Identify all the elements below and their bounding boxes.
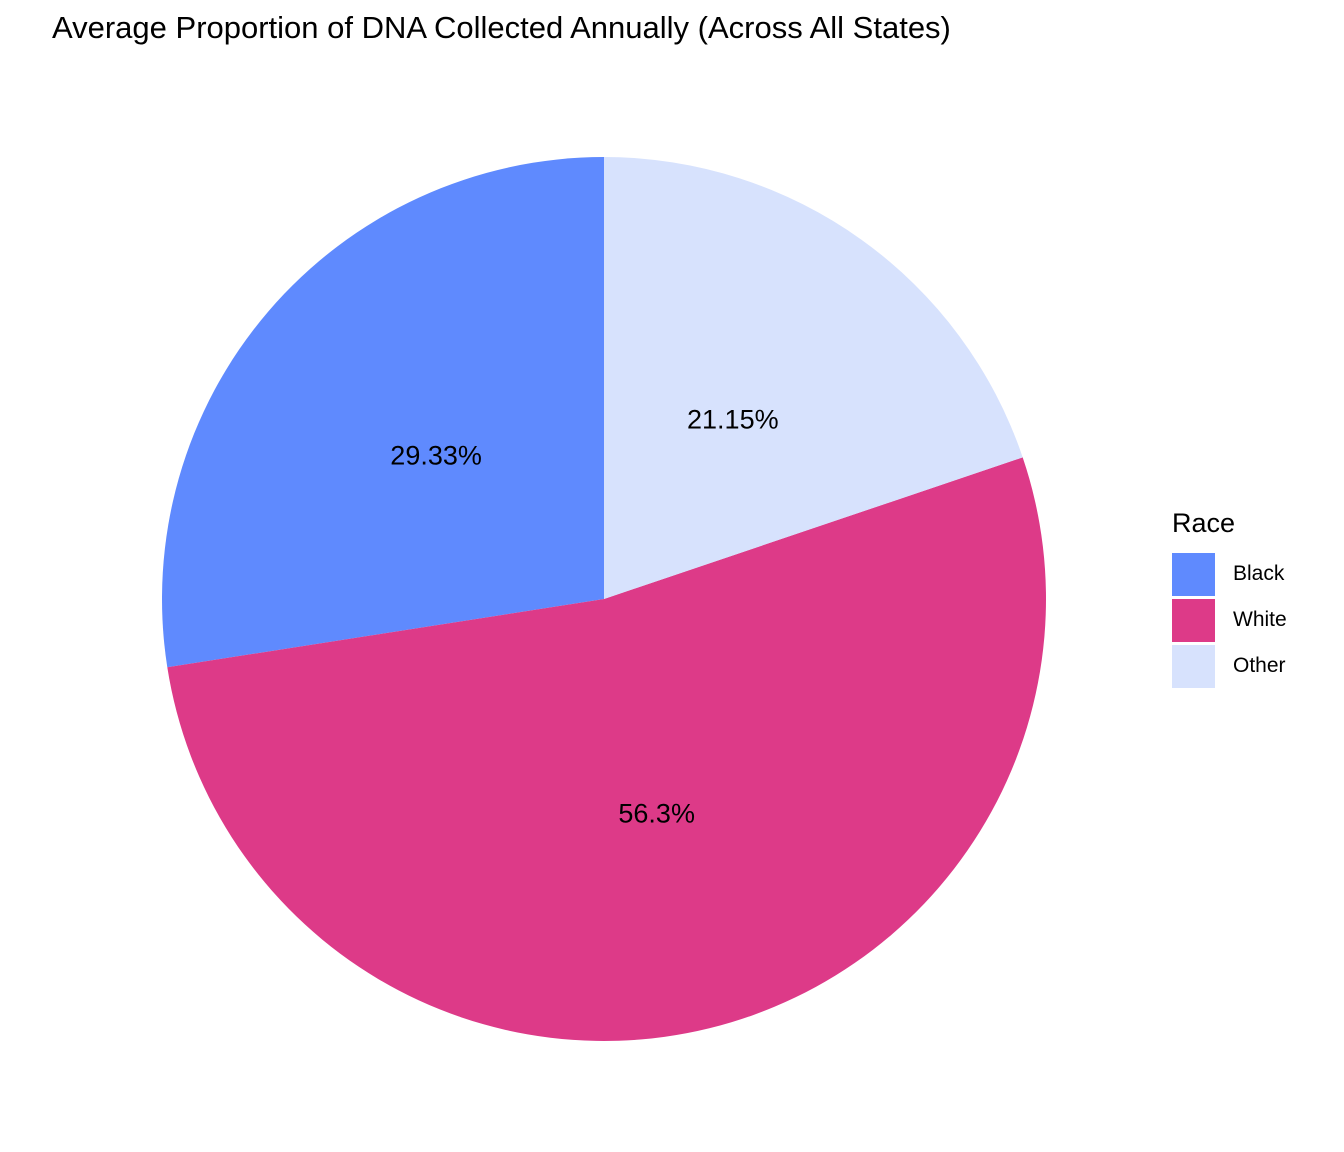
pie-slice-white — [167, 457, 1046, 1041]
legend-item-white: White — [1172, 597, 1287, 643]
legend: Race Black White Other — [1172, 508, 1287, 689]
legend-item-other: Other — [1172, 643, 1287, 689]
slice-label-white: 56.3% — [618, 799, 695, 829]
legend-title: Race — [1172, 508, 1236, 538]
legend-label-other: Other — [1233, 654, 1286, 677]
legend-label-black: Black — [1233, 562, 1285, 585]
legend-swatch-other — [1172, 644, 1215, 688]
slice-label-other: 21.15% — [687, 404, 779, 434]
legend-item-black: Black — [1172, 551, 1287, 597]
legend-label-white: White — [1233, 608, 1287, 631]
pie-slice-other — [604, 157, 1023, 599]
slice-label-black: 29.33% — [390, 440, 482, 470]
legend-swatch-white — [1172, 598, 1215, 642]
pie-slice-black — [161, 157, 604, 668]
chart-title: Average Proportion of DNA Collected Annu… — [52, 10, 951, 45]
legend-swatch-black — [1172, 552, 1215, 596]
